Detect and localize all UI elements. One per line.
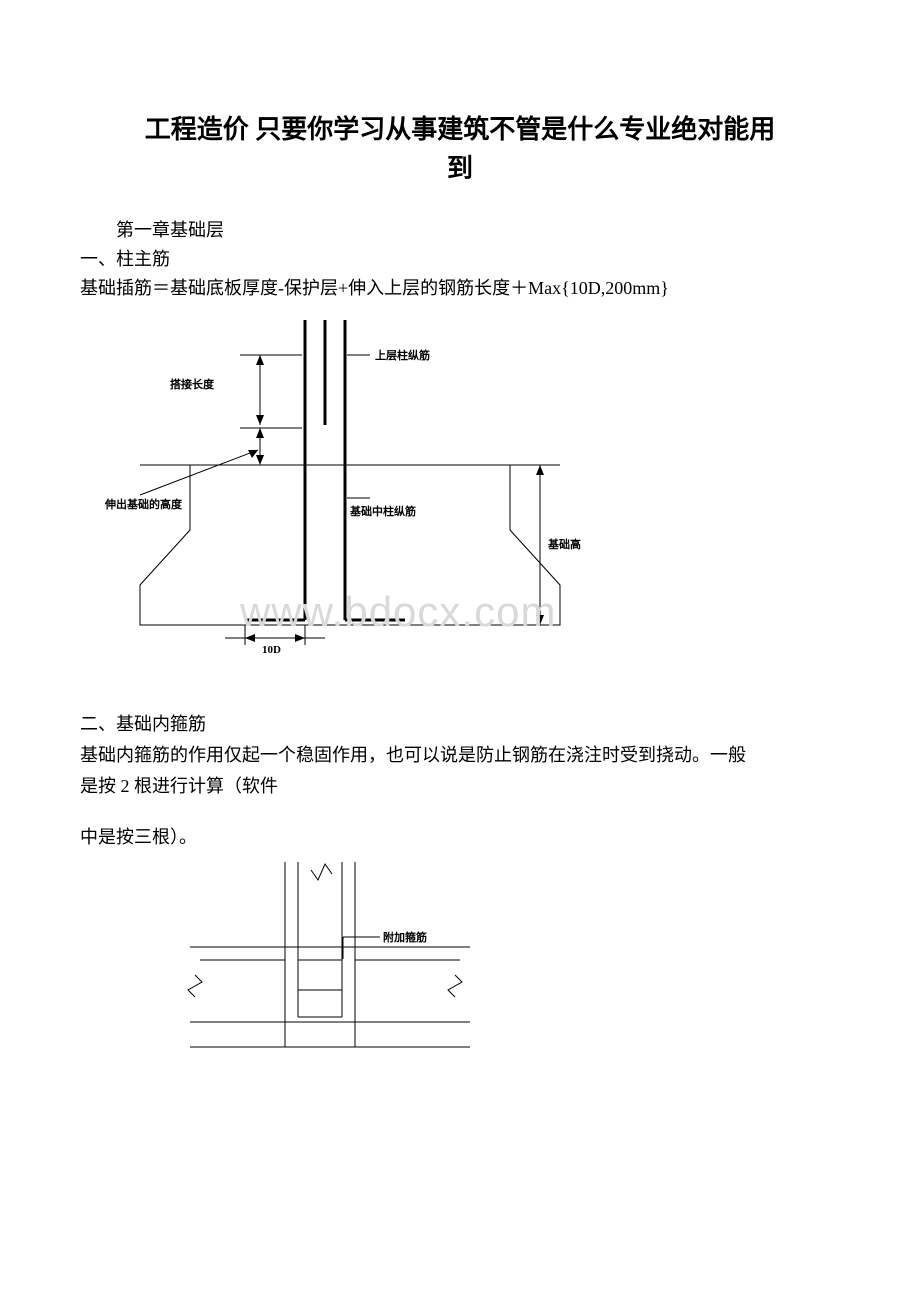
label-bottom-dim: 10D xyxy=(262,644,281,656)
label-base-height: 基础高 xyxy=(547,537,581,551)
section1-formula: 基础插筋＝基础底板厚度-保护层+伸入上层的钢筋长度＋Max{10D,200mm} xyxy=(80,274,840,303)
section2-para3: 中是按三根）。 xyxy=(80,823,840,852)
section2-para2: 是按 2 根进行计算（软件 xyxy=(80,772,840,801)
section1-heading: 一、柱主筋 xyxy=(80,245,840,274)
diagram1-svg: 上层柱纵筋 搭接长度 伸出基础的高度 基础中柱纵筋 基础高 10D xyxy=(80,320,600,660)
diagram1-container: www.bdocx.com 上层柱纵筋 搭接长度 伸出基础的高度 xyxy=(80,320,840,660)
section2-heading: 二、基础内箍筋 xyxy=(80,710,840,739)
label-base-rebar: 基础中柱纵筋 xyxy=(349,504,416,518)
chapter-heading: 第一章基础层 xyxy=(80,216,840,245)
diagram2-svg: 附加箍筋 xyxy=(180,862,500,1072)
label-lap-length: 搭接长度 xyxy=(170,377,215,391)
label-upper-rebar: 上层柱纵筋 xyxy=(375,348,430,362)
section2-para1: 基础内箍筋的作用仅起一个稳固作用，也可以说是防止钢筋在浇注时受到挠动。一般 xyxy=(80,741,840,770)
label-added-stirrup: 附加箍筋 xyxy=(383,930,427,944)
diagram2-container: 附加箍筋 xyxy=(180,862,840,1077)
page-title-line1: 工程造价 只要你学习从事建筑不管是什么专业绝对能用 xyxy=(80,110,840,149)
page-title-line2: 到 xyxy=(80,149,840,188)
label-extend-height: 伸出基础的高度 xyxy=(104,497,183,511)
